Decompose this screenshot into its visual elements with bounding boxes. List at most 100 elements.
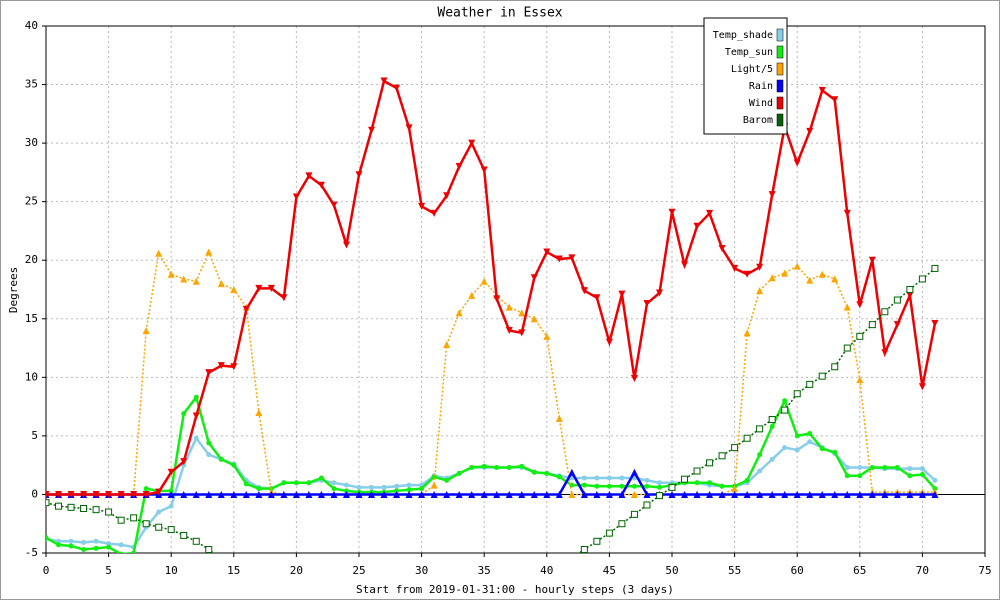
- point: [756, 287, 764, 295]
- point: [644, 477, 650, 483]
- point: [330, 201, 338, 209]
- point: [255, 284, 263, 292]
- point: [606, 483, 612, 489]
- y-tick-label: 30: [25, 136, 38, 149]
- point: [656, 484, 662, 490]
- point: [243, 481, 249, 487]
- plot-border: [45, 25, 986, 554]
- point: [918, 383, 926, 391]
- point: [843, 303, 851, 311]
- point: [206, 440, 212, 446]
- point: [67, 490, 75, 498]
- point: [743, 329, 751, 337]
- legend-swatch: [776, 28, 784, 42]
- point: [857, 465, 863, 471]
- point: [782, 398, 788, 404]
- y-tick-label: 35: [25, 78, 38, 91]
- point: [180, 458, 188, 466]
- point: [869, 465, 875, 471]
- point: [68, 543, 74, 549]
- point: [693, 490, 701, 498]
- point: [368, 490, 376, 498]
- x-tick-label: 35: [478, 564, 491, 577]
- point: [556, 474, 562, 480]
- point: [668, 483, 676, 491]
- x-tick-label: 45: [603, 564, 616, 577]
- point: [480, 277, 488, 285]
- point: [56, 542, 62, 548]
- point: [619, 475, 625, 481]
- x-tick-label: 30: [415, 564, 428, 577]
- point: [342, 241, 350, 249]
- point: [643, 300, 651, 308]
- point: [192, 537, 200, 545]
- point: [618, 490, 626, 498]
- x-tick-label: 15: [227, 564, 240, 577]
- point: [443, 490, 451, 498]
- point: [818, 490, 826, 498]
- legend-swatch: [776, 113, 784, 127]
- point: [594, 483, 600, 489]
- point: [793, 159, 801, 167]
- point: [192, 490, 200, 498]
- point: [343, 482, 349, 488]
- legend-label: Barom: [743, 115, 773, 126]
- point: [406, 487, 412, 493]
- point: [769, 424, 775, 430]
- point: [256, 486, 262, 492]
- point: [794, 433, 800, 439]
- point: [280, 294, 288, 302]
- x-axis-label: Start from 2019-01-31:00 - hourly steps …: [356, 583, 674, 596]
- point: [807, 439, 813, 445]
- series-line: [46, 469, 935, 496]
- point: [167, 468, 175, 476]
- point: [530, 274, 538, 282]
- point: [493, 490, 501, 498]
- point: [593, 294, 601, 302]
- point: [831, 363, 839, 371]
- point: [555, 255, 563, 263]
- point: [857, 473, 863, 479]
- point: [781, 490, 789, 498]
- point: [81, 546, 87, 552]
- point: [893, 296, 901, 304]
- point: [456, 470, 462, 476]
- point: [505, 490, 513, 498]
- point: [130, 514, 138, 522]
- point: [605, 529, 613, 537]
- point: [781, 406, 789, 414]
- point: [757, 452, 763, 458]
- point: [231, 462, 237, 468]
- point: [468, 139, 476, 147]
- point: [46, 490, 50, 498]
- point: [605, 490, 613, 498]
- point: [180, 531, 188, 539]
- point: [718, 245, 726, 253]
- point: [630, 375, 638, 383]
- legend-label: Temp_shade: [713, 30, 773, 41]
- point: [331, 480, 337, 486]
- point: [693, 467, 701, 475]
- point: [317, 181, 325, 189]
- point: [80, 490, 88, 498]
- point: [806, 127, 814, 135]
- point: [443, 341, 451, 349]
- point: [757, 468, 763, 474]
- point: [56, 538, 62, 544]
- legend-box: [703, 17, 788, 135]
- point: [818, 270, 826, 278]
- point: [117, 516, 125, 524]
- point: [868, 256, 876, 264]
- point: [217, 490, 225, 498]
- point: [206, 452, 212, 458]
- point: [568, 468, 576, 476]
- point: [217, 362, 225, 370]
- point: [356, 484, 362, 490]
- point: [769, 456, 775, 462]
- point: [907, 466, 913, 472]
- legend-swatch: [776, 45, 784, 59]
- point: [906, 291, 914, 299]
- point: [131, 550, 137, 553]
- point: [781, 269, 789, 277]
